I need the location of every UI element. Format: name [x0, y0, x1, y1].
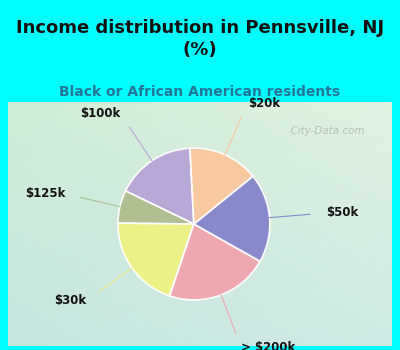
Text: Black or African American residents: Black or African American residents — [60, 85, 340, 99]
Text: Income distribution in Pennsville, NJ
(%): Income distribution in Pennsville, NJ (%… — [16, 19, 384, 59]
Wedge shape — [118, 191, 194, 224]
Text: > $200k: > $200k — [241, 341, 296, 350]
Text: $100k: $100k — [80, 107, 121, 120]
Wedge shape — [118, 223, 194, 296]
Wedge shape — [194, 176, 270, 261]
Text: $50k: $50k — [326, 206, 358, 219]
Wedge shape — [126, 148, 194, 224]
Wedge shape — [170, 224, 260, 300]
Text: $125k: $125k — [25, 187, 65, 200]
Text: $20k: $20k — [248, 97, 280, 110]
Text: City-Data.com: City-Data.com — [284, 126, 365, 136]
Wedge shape — [190, 148, 253, 224]
Text: $30k: $30k — [54, 294, 86, 307]
